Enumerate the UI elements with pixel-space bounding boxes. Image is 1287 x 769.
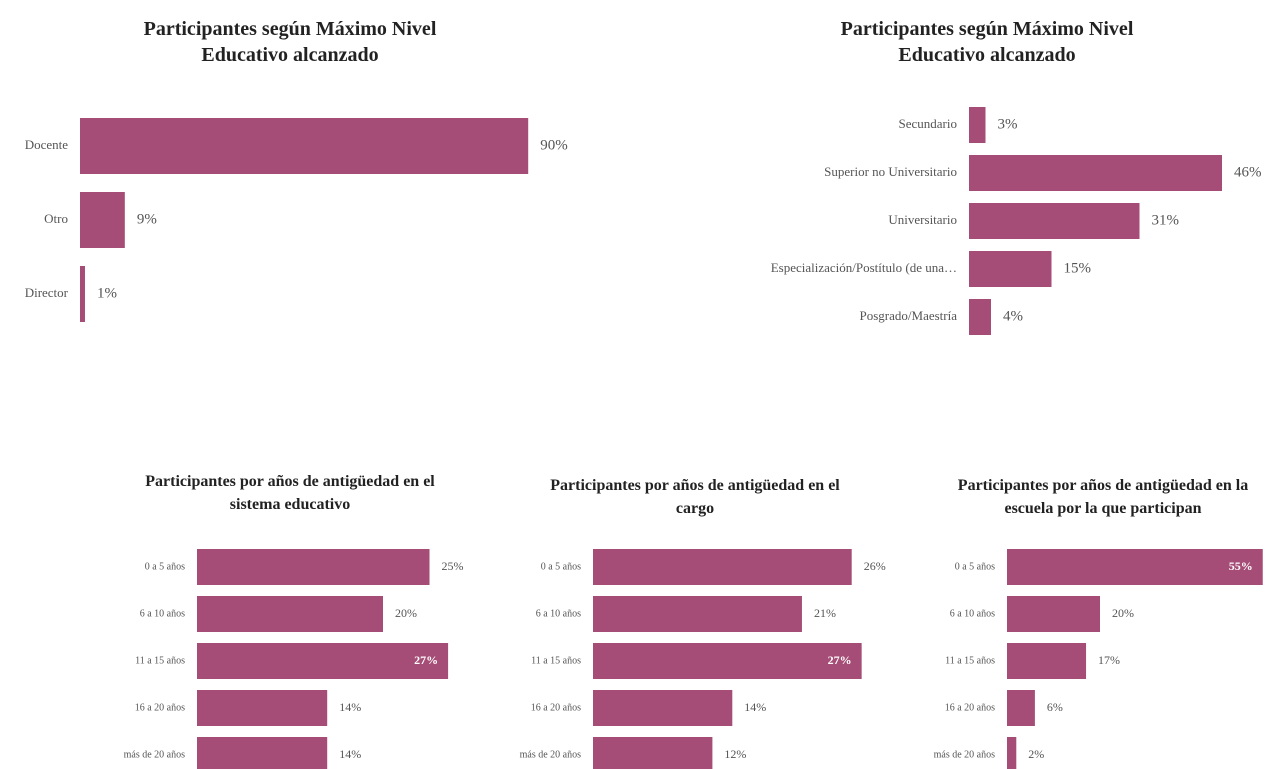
bar [593,596,802,632]
category-label: Director [25,285,69,300]
bar [593,549,852,585]
category-label: más de 20 años [934,749,995,760]
bar [80,192,125,248]
category-label: 11 a 15 años [135,655,185,666]
bar [80,266,85,322]
category-label: 0 a 5 años [145,561,185,572]
category-label: Especialización/Postítulo (de una… [771,260,957,275]
category-label: Secundario [899,116,957,131]
category-label: Posgrado/Maestría [860,308,958,323]
category-label: Docente [25,137,69,152]
bar [80,118,529,174]
value-label: 55% [1229,559,1253,573]
value-label: 27% [828,653,852,667]
value-label: 26% [864,559,886,573]
category-label: 11 a 15 años [531,655,581,666]
bar [969,299,991,335]
category-label: 6 a 10 años [950,608,995,619]
bar [969,203,1140,239]
category-label: 6 a 10 años [140,608,185,619]
bar [969,251,1052,287]
bar [1007,643,1087,679]
value-label: 27% [414,653,438,667]
value-label: 14% [744,700,766,714]
value-label: 14% [339,700,361,714]
bar [197,643,449,679]
value-label: 46% [1234,164,1262,180]
category-label: 16 a 20 años [945,702,995,713]
value-label: 17% [1098,653,1120,667]
value-label: 15% [1064,260,1092,276]
value-label: 2% [1028,747,1044,761]
value-label: 14% [339,747,361,761]
category-label: 0 a 5 años [541,561,581,572]
bar [593,690,733,726]
bar [593,643,862,679]
chart-title: Participantes por años de antigüedad en … [145,473,435,513]
category-label: 16 a 20 años [135,702,185,713]
bar [1007,690,1035,726]
category-label: más de 20 años [520,749,581,760]
value-label: 90% [540,137,568,153]
bar [593,737,713,769]
bar [1007,549,1263,585]
bar [197,737,328,769]
bar [197,549,430,585]
category-label: Otro [44,211,68,226]
value-label: 20% [395,606,417,620]
category-label: 0 a 5 años [955,561,995,572]
chart-title: Participantes por años de antigüedad en … [550,477,840,517]
bar [969,155,1222,191]
bar [197,690,328,726]
chart-title: Participantes por años de antigüedad en … [958,477,1248,517]
value-label: 4% [1003,308,1023,324]
value-label: 1% [97,285,117,301]
chart-title: Participantes según Máximo Nivel Educativ… [841,18,1134,66]
category-label: 6 a 10 años [536,608,581,619]
category-label: más de 20 años [124,749,185,760]
value-label: 31% [1152,212,1180,228]
value-label: 20% [1112,606,1134,620]
bar [969,107,986,143]
value-label: 6% [1047,700,1063,714]
category-label: 11 a 15 años [945,655,995,666]
value-label: 21% [814,606,836,620]
value-label: 12% [724,747,746,761]
bar [1007,596,1100,632]
category-label: Superior no Universitario [824,164,957,179]
bar [1007,737,1017,769]
bar [197,596,383,632]
value-label: 3% [998,116,1018,132]
value-label: 25% [442,559,464,573]
chart-title: Participantes según Máximo Nivel Educativ… [144,18,437,66]
category-label: Universitario [888,212,957,227]
value-label: 9% [137,211,157,227]
category-label: 16 a 20 años [531,702,581,713]
